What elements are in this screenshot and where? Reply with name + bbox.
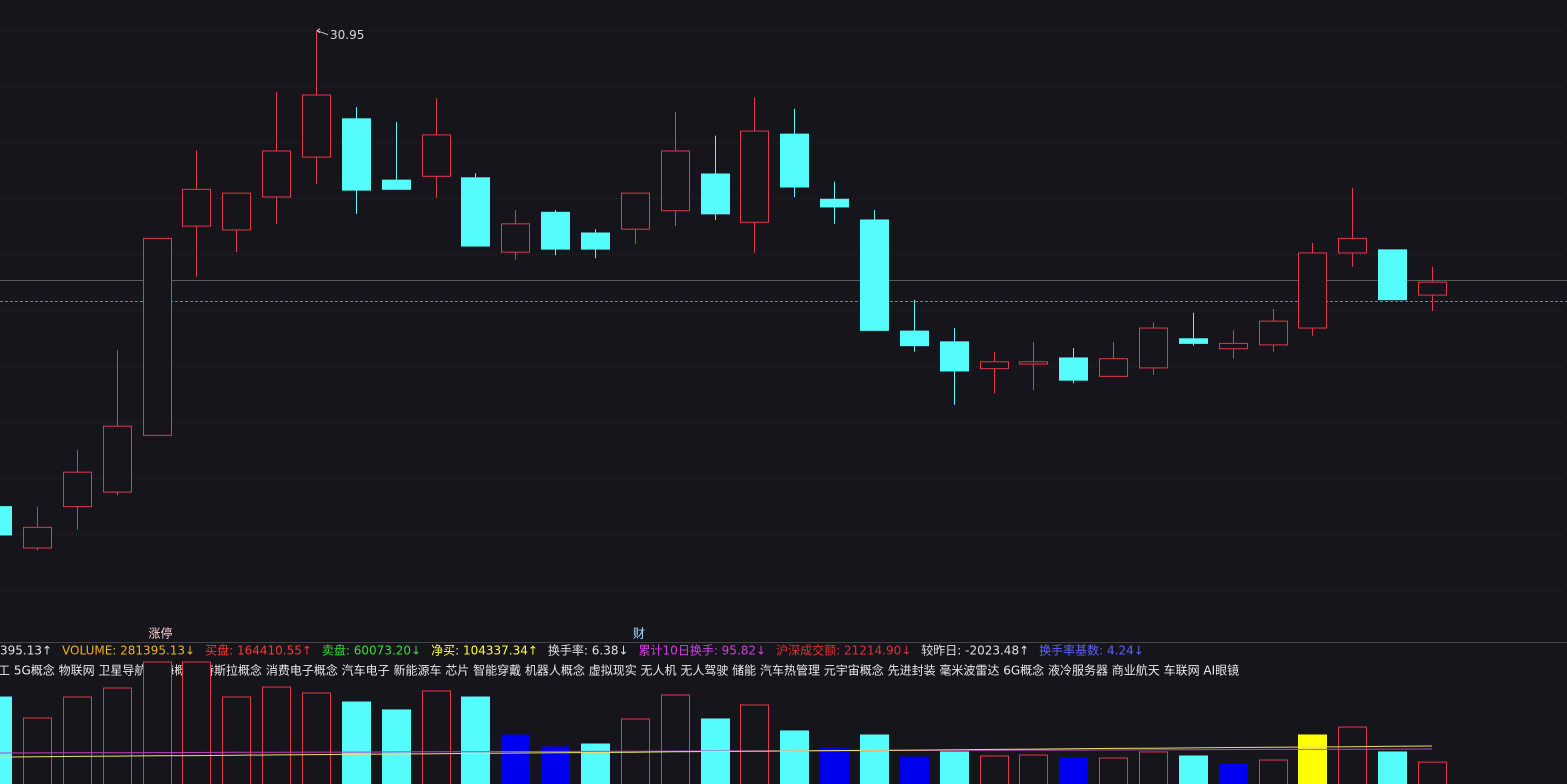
volume-bar — [1059, 757, 1088, 784]
volume-bar — [1259, 759, 1288, 784]
indicator: VOLUME: 281395.13↓ — [62, 644, 195, 658]
candle-body — [701, 173, 730, 215]
indicator: 卖盘: 60073.20↓ — [322, 643, 421, 658]
candle-body — [1099, 358, 1128, 377]
candle-body — [422, 134, 451, 177]
volume-bar — [461, 696, 490, 784]
candle-body — [342, 118, 371, 191]
candle-body — [900, 330, 929, 347]
candle-body — [621, 192, 650, 230]
volume-bar — [1338, 726, 1367, 784]
candle-body — [860, 219, 889, 331]
volume-bar — [1418, 761, 1447, 784]
volume-bar — [740, 704, 769, 784]
candle-body — [780, 133, 809, 188]
high-pointer — [316, 28, 329, 36]
candle-body — [23, 526, 52, 549]
candle-body — [0, 506, 12, 536]
candle-body — [541, 211, 570, 250]
candle-body — [63, 471, 92, 508]
candle-body — [1298, 252, 1327, 329]
indicator: 换手率: 6.38↓ — [548, 643, 629, 658]
volume-bar — [103, 687, 132, 784]
indicator: 累计10日换手: 95.82↓ — [639, 644, 767, 658]
candle-body — [661, 150, 690, 212]
candle-body — [1259, 320, 1288, 346]
volume-bar — [143, 661, 172, 784]
volume-bar — [382, 709, 411, 784]
candle-body — [262, 150, 291, 198]
candle-body — [1059, 357, 1088, 381]
volume-bar — [501, 734, 530, 784]
candle-body — [940, 341, 969, 372]
volume-bar — [820, 747, 849, 784]
volume-bar — [1298, 734, 1327, 784]
volume-bar — [860, 734, 889, 784]
price-panel: 涨停 财 30.95 — [0, 28, 1567, 641]
concept-list: 工 5G概念 物联网 卫星导航 上海概念 特斯拉概念 消费电子概念 汽车电子 新… — [0, 663, 1239, 678]
volume-bar — [1019, 754, 1048, 784]
candle-body — [143, 237, 172, 436]
candle-body — [1378, 249, 1407, 301]
volume-bar — [1378, 751, 1407, 784]
volume-bar — [940, 751, 969, 784]
candle-body — [103, 425, 132, 493]
candle-body — [1219, 342, 1248, 350]
indicator: 买盘: 164410.55↑ — [205, 643, 312, 658]
volume-bar — [661, 694, 690, 784]
volume-bar — [980, 755, 1009, 784]
candle-body — [740, 130, 769, 223]
candle-body — [820, 198, 849, 208]
indicator: 沪深成交额: 21214.90↓ — [776, 643, 911, 658]
volume-bar — [1219, 763, 1248, 784]
volume-bar — [342, 701, 371, 784]
volume-bar — [780, 730, 809, 784]
info-row: 395.13↑ VOLUME: 281395.13↓ 买盘: 164410.55↑ 卖… — [0, 643, 1144, 658]
volume-bar — [302, 692, 331, 784]
indicator: 较昨日: -2023.48↑ — [921, 643, 1029, 658]
candle-body — [302, 94, 331, 158]
volume-bar — [23, 717, 52, 784]
high-annotation: 30.95 — [330, 28, 364, 42]
volume-bar — [0, 696, 12, 784]
event-label: 涨停 — [149, 626, 173, 641]
candle-body — [1179, 338, 1208, 344]
volume-bar — [581, 743, 610, 784]
indicator: 净买: 104337.34↑ — [431, 644, 538, 658]
volume-bar — [222, 696, 251, 784]
volume-bar — [63, 696, 92, 784]
candle-body — [182, 188, 211, 227]
event-label: 财 — [633, 627, 645, 641]
volume-bar — [1099, 757, 1128, 784]
candle-body — [581, 232, 610, 250]
volume-bar — [182, 661, 211, 784]
candle-body — [222, 192, 251, 231]
indicator: 395.13↑ — [0, 644, 52, 658]
volume-bar — [422, 690, 451, 784]
candle-body — [1139, 327, 1168, 369]
volume-panel — [0, 661, 1447, 784]
candle-body — [382, 179, 411, 190]
candle-body — [461, 177, 490, 247]
candle-body — [501, 223, 530, 253]
candle-body — [980, 361, 1009, 370]
volume-bar — [1139, 751, 1168, 784]
candle-body — [1338, 237, 1367, 254]
candle-body — [1019, 361, 1048, 365]
volume-bar — [900, 756, 929, 784]
volume-bar — [1179, 755, 1208, 784]
candle-body — [1418, 281, 1447, 296]
indicator: 换手率基数: 4.24↓ — [1039, 643, 1144, 658]
volume-ma-line — [0, 745, 1433, 758]
volume-bar — [262, 686, 291, 784]
